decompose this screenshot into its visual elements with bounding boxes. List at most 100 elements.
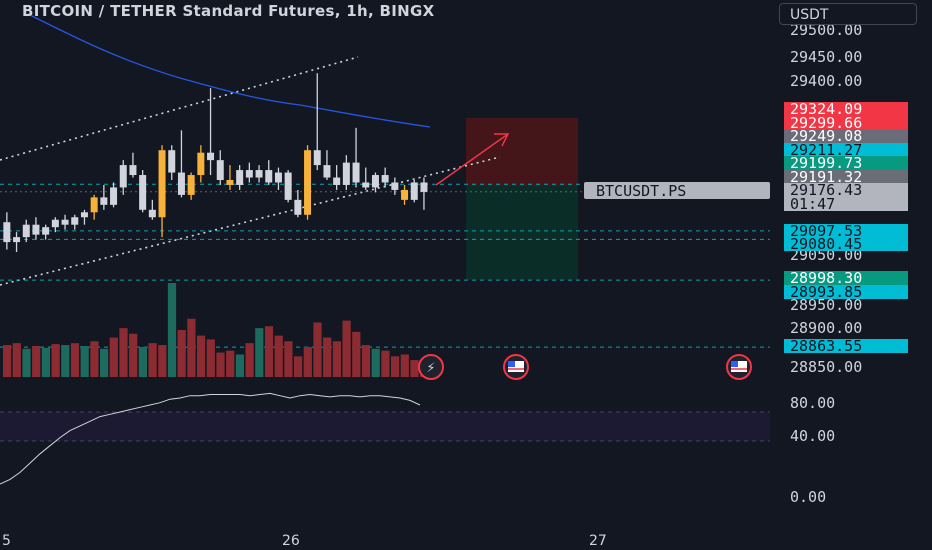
candle-body[interactable] [119,165,127,188]
candle-body[interactable] [362,182,370,188]
channel-lower-line[interactable] [0,156,501,286]
volume-bar [323,337,332,377]
candle-body[interactable] [420,182,428,192]
candle-body[interactable] [304,150,312,215]
candle-body[interactable] [177,172,185,195]
countdown-timer: 01:47 [790,195,835,213]
price-tag-bg [784,237,908,251]
volume-bar [391,356,400,377]
candle-body[interactable] [129,165,137,176]
candle-body[interactable] [294,199,302,215]
volume-bar [148,343,157,377]
candle-body[interactable] [197,152,205,176]
volume-bar [264,326,274,377]
candle-body[interactable] [139,175,147,210]
projection-arrow[interactable] [435,133,509,186]
candle-body[interactable] [71,217,79,225]
candle-body[interactable] [22,224,30,238]
candle-body[interactable] [168,150,176,173]
price-axis-tick: 28900.00 [790,319,862,337]
symbol-tag: BTCUSDT.PS [596,182,686,200]
candle-body[interactable] [313,150,321,166]
volume-bar [32,345,41,377]
volume-bar [332,341,341,377]
candle-body[interactable] [51,219,59,228]
candle-body[interactable] [3,222,11,243]
candle-body[interactable] [207,152,215,161]
chart-title: BITCOIN / TETHER Standard Futures, 1h, B… [22,2,435,20]
candle-body[interactable] [333,177,341,185]
volume-bar [410,360,419,377]
candle-body[interactable] [410,182,418,200]
price-tag-bg [784,129,908,143]
volume-bar [400,354,409,377]
candle-body[interactable] [391,182,399,190]
candle-body[interactable] [226,180,234,185]
candle-body[interactable] [342,162,350,185]
candle-body[interactable] [265,170,273,183]
price-tag-bg [784,224,908,238]
candle-body[interactable] [216,160,224,180]
candle-body[interactable] [32,224,40,235]
candle-body[interactable] [323,165,331,178]
volume-bar [187,318,196,377]
candle-body[interactable] [236,170,244,185]
currency-selector[interactable]: USDT [779,3,917,25]
candle-body[interactable] [371,175,379,188]
volume-bar [255,328,264,377]
candle-body[interactable] [274,172,282,183]
volume-bar [100,348,109,377]
candle-body[interactable] [42,227,50,235]
volume-bar [119,328,128,377]
candle-body[interactable] [100,197,108,205]
candle-body[interactable] [187,175,195,195]
candle-body[interactable] [148,209,156,218]
stop-loss-zone[interactable] [466,118,578,186]
volume-bar [90,341,99,377]
candle-body[interactable] [352,162,360,183]
volume-bar [303,346,312,377]
moving-average-line [29,14,431,128]
volume-bar [235,354,244,377]
price-tag-label: 29249.08 [790,127,862,145]
candle-body[interactable] [255,170,263,178]
candle-body[interactable] [284,172,292,200]
candle-body[interactable] [80,212,88,218]
price-tag-label: 29211.27 [790,141,862,159]
price-tag-label: 29324.09 [790,100,862,118]
candle-body[interactable] [13,237,21,243]
volume-bar [177,330,186,377]
candle-body[interactable] [381,175,389,183]
price-tag-label: 29191.32 [790,168,862,186]
volume-bar [3,345,12,377]
volume-bar [284,341,293,377]
candle-body[interactable] [90,197,98,213]
oscillator-band [0,412,770,441]
candle-body[interactable] [61,219,69,225]
oscillator-axis-tick: 40.00 [790,427,835,445]
candle-body[interactable] [401,189,409,200]
volume-bar [158,345,167,377]
volume-bar [381,350,390,377]
candle-body[interactable] [245,170,253,178]
price-tag-label: 28998.30 [790,269,862,287]
price-tag-bg [784,102,908,116]
svg-text:⚡: ⚡ [426,361,435,376]
price-tag-label: 29199.73 [790,154,862,172]
candle-body[interactable] [110,187,118,205]
volume-bar [167,283,177,377]
volume-bar [61,345,70,377]
current-price-tag: 29176.43 [790,181,862,199]
price-axis-tick: 28950.00 [790,296,862,314]
volume-bar [109,337,118,377]
volume-bar [12,343,21,377]
event-marker-lightning[interactable]: ⚡ [418,354,444,380]
event-marker-us-flag-2[interactable] [726,354,752,380]
channel-upper-line[interactable] [0,56,359,161]
event-marker-us-flag-1[interactable] [503,354,529,380]
candle-body[interactable] [158,150,166,218]
volume-bar [70,343,80,377]
volume-bar [80,345,89,377]
take-profit-zone[interactable] [466,186,578,280]
